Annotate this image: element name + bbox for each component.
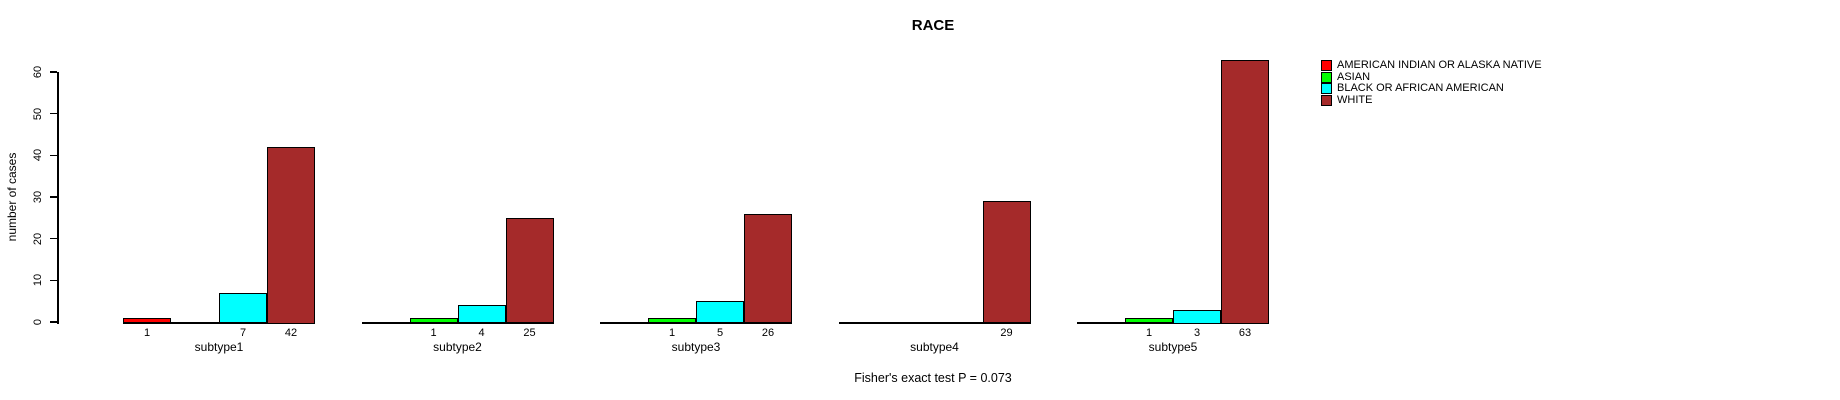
category-label: subtype1: [194, 340, 244, 354]
bar: [1173, 309, 1221, 324]
legend-swatch: [1321, 83, 1332, 95]
bar: [744, 213, 792, 324]
legend: AMERICAN INDIAN OR ALASKA NATIVE ASIAN BLA…: [1321, 59, 1542, 107]
legend-swatch: [1321, 71, 1332, 83]
bar-value-label: 1: [1145, 327, 1153, 339]
y-tick: [50, 196, 57, 198]
bar-value-label: 25: [523, 327, 536, 339]
bar-value-label: 42: [284, 327, 298, 339]
bar: [409, 317, 458, 324]
bar-value-label: 3: [1193, 327, 1201, 339]
y-tick: [50, 279, 57, 282]
bar-value-label: 63: [1238, 327, 1252, 339]
fisher-test-annotation: Fisher's exact test P = 0.073: [854, 371, 1012, 385]
legend-item: BLACK OR AFRICAN AMERICAN: [1321, 82, 1542, 95]
bar-value-label: 5: [716, 327, 724, 339]
legend-label: WHITE: [1337, 93, 1373, 106]
bar: [457, 305, 506, 324]
bar-value-label: 29: [1000, 327, 1013, 339]
bar-value-label: 1: [430, 327, 437, 339]
y-tick-label: 20: [32, 232, 44, 245]
bar: [648, 317, 696, 324]
bar: [267, 147, 315, 324]
bar: [123, 317, 171, 324]
chart-title: RACE: [911, 17, 955, 34]
y-tick-label: 60: [32, 65, 44, 79]
y-tick: [50, 71, 57, 73]
category-label: subtype3: [671, 340, 721, 354]
bar: [696, 301, 744, 324]
category-label: subtype2: [433, 340, 482, 354]
legend-swatch: [1321, 94, 1332, 106]
y-axis-line: [57, 72, 59, 324]
y-tick: [50, 321, 57, 323]
bar: [982, 201, 1031, 324]
bar-value-label: 1: [668, 327, 676, 339]
legend-label: ASIAN: [1337, 70, 1371, 83]
legend-label: AMERICAN INDIAN OR ALASKA NATIVE: [1337, 59, 1542, 71]
y-tick-label: 40: [32, 149, 44, 162]
legend-label: BLACK OR AFRICAN AMERICAN: [1337, 82, 1504, 94]
y-tick-label: 30: [32, 190, 44, 204]
bar: [219, 292, 267, 324]
y-tick-label: 10: [32, 274, 44, 287]
bar-value-label: 1: [143, 327, 151, 339]
y-tick-label: 50: [32, 107, 44, 120]
category-label: subtype5: [1148, 340, 1198, 354]
y-tick: [50, 154, 57, 157]
legend-swatch: [1321, 60, 1332, 72]
bar: [1125, 317, 1173, 324]
bar: [505, 217, 554, 324]
y-tick: [50, 112, 57, 115]
y-tick: [50, 237, 57, 240]
bar-value-label: 4: [478, 327, 485, 339]
legend-item: WHITE: [1321, 93, 1542, 107]
legend-item: ASIAN: [1321, 70, 1542, 84]
category-label: subtype4: [910, 340, 959, 354]
bar: [1221, 59, 1269, 324]
legend-item: AMERICAN INDIAN OR ALASKA NATIVE: [1321, 59, 1542, 72]
group-baseline: [838, 322, 1031, 324]
bar-value-label: 7: [239, 327, 247, 339]
bar-value-label: 26: [761, 327, 775, 339]
y-tick-label: 0: [32, 318, 44, 326]
